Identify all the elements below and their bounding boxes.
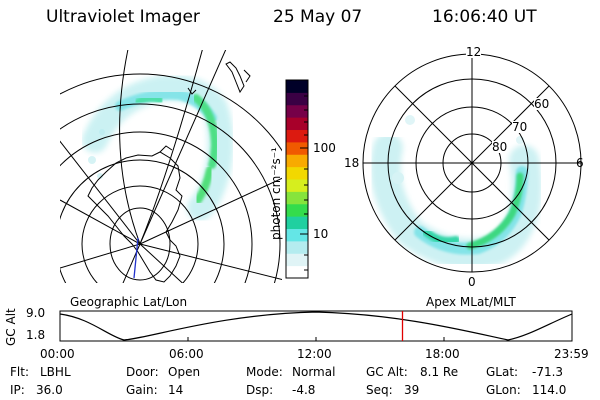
glon-value: 114.0 [532, 383, 567, 397]
colorbar-stripe [286, 216, 308, 230]
timeline-tick-1200: 12:00 [297, 347, 332, 361]
colorbar-stripe [286, 129, 308, 143]
colorbar-tick-100: 100 [313, 141, 336, 155]
altitude-curve [59, 311, 573, 341]
satellite-track [133, 237, 139, 279]
right-aurora [370, 115, 542, 269]
glat-label: GLat: [486, 365, 519, 379]
mlt-label-0: 0 [468, 275, 476, 289]
glat-value: -71.3 [532, 365, 564, 379]
colorbar-stripe [286, 179, 308, 192]
colorbar-stripe [286, 166, 308, 180]
colorbar-ticks [300, 95, 308, 271]
colorbar-stripe [286, 80, 308, 93]
ip-label: IP: [10, 383, 25, 397]
seq-value: 39 [404, 383, 420, 397]
instrument-title: Ultraviolet Imager [46, 7, 200, 27]
colorbar-stripe [286, 203, 308, 217]
flt-value: LBHL [40, 365, 71, 379]
colorbar-stripe [286, 228, 308, 242]
gcalt-value: 8.1 Re [420, 365, 459, 379]
mlat-label-70: 70 [512, 120, 528, 134]
mlat-label-80: 80 [492, 140, 508, 154]
gcalt-label: GC Alt: [366, 365, 408, 379]
dsp-value: -4.8 [292, 383, 316, 397]
timeline-tick-0600: 06:00 [169, 347, 204, 361]
colorbar-stripe [286, 117, 308, 131]
colorbar-stripe [286, 154, 308, 168]
ip-value: 36.0 [36, 383, 63, 397]
geo-grid [60, 50, 282, 283]
timeline-tick-0000: 00:00 [40, 347, 75, 361]
left-aurora [82, 74, 234, 221]
glon-label: GLon: [486, 383, 521, 397]
coastline [87, 61, 251, 283]
mode-label: Mode: [246, 365, 283, 379]
mode-value: Normal [292, 365, 336, 379]
altitude-timeline [59, 310, 573, 342]
flt-label: Flt: [10, 365, 29, 379]
geographic-map [60, 50, 282, 283]
colorbar-stripe [286, 253, 308, 267]
gain-label: Gain: [126, 383, 158, 397]
colorbar-stripe [286, 265, 308, 279]
timeline-tick-1800: 18:00 [425, 347, 460, 361]
colorbar-stripe [286, 141, 308, 155]
door-value: Open [168, 365, 201, 379]
gain-value: 14 [168, 383, 184, 397]
date-label: 25 May 07 [273, 7, 363, 27]
colorbar-tick-10: 10 [313, 227, 329, 241]
time-label: 16:06:40 UT [432, 7, 537, 27]
timeline-y-top: 9.0 [26, 306, 46, 320]
mlt-label-6: 6 [576, 156, 584, 170]
apex-caption: Apex MLat/MLT [426, 295, 516, 309]
colorbar-stripe [286, 104, 308, 118]
colorbar-stripe [286, 240, 308, 254]
seq-label: Seq: [366, 383, 393, 397]
colorbar-stripe [286, 191, 308, 205]
dsp-label: Dsp: [246, 383, 274, 397]
geographic-caption: Geographic Lat/Lon [70, 295, 188, 309]
timeline-axis-label: GC Alt [4, 308, 18, 346]
timeline-y-bottom: 1.8 [26, 328, 46, 342]
colorbar [285, 79, 309, 279]
mlt-label-12: 12 [466, 45, 482, 59]
colorbar-unit-label: photon cm⁻²s⁻¹ [269, 147, 283, 240]
mlt-label-18: 18 [344, 156, 360, 170]
colorbar-stripe [286, 92, 308, 106]
timeline-tick-2359: 23:59 [554, 347, 589, 361]
polar-plot [362, 53, 582, 273]
mlat-label-60: 60 [534, 97, 550, 111]
door-label: Door: [126, 365, 159, 379]
